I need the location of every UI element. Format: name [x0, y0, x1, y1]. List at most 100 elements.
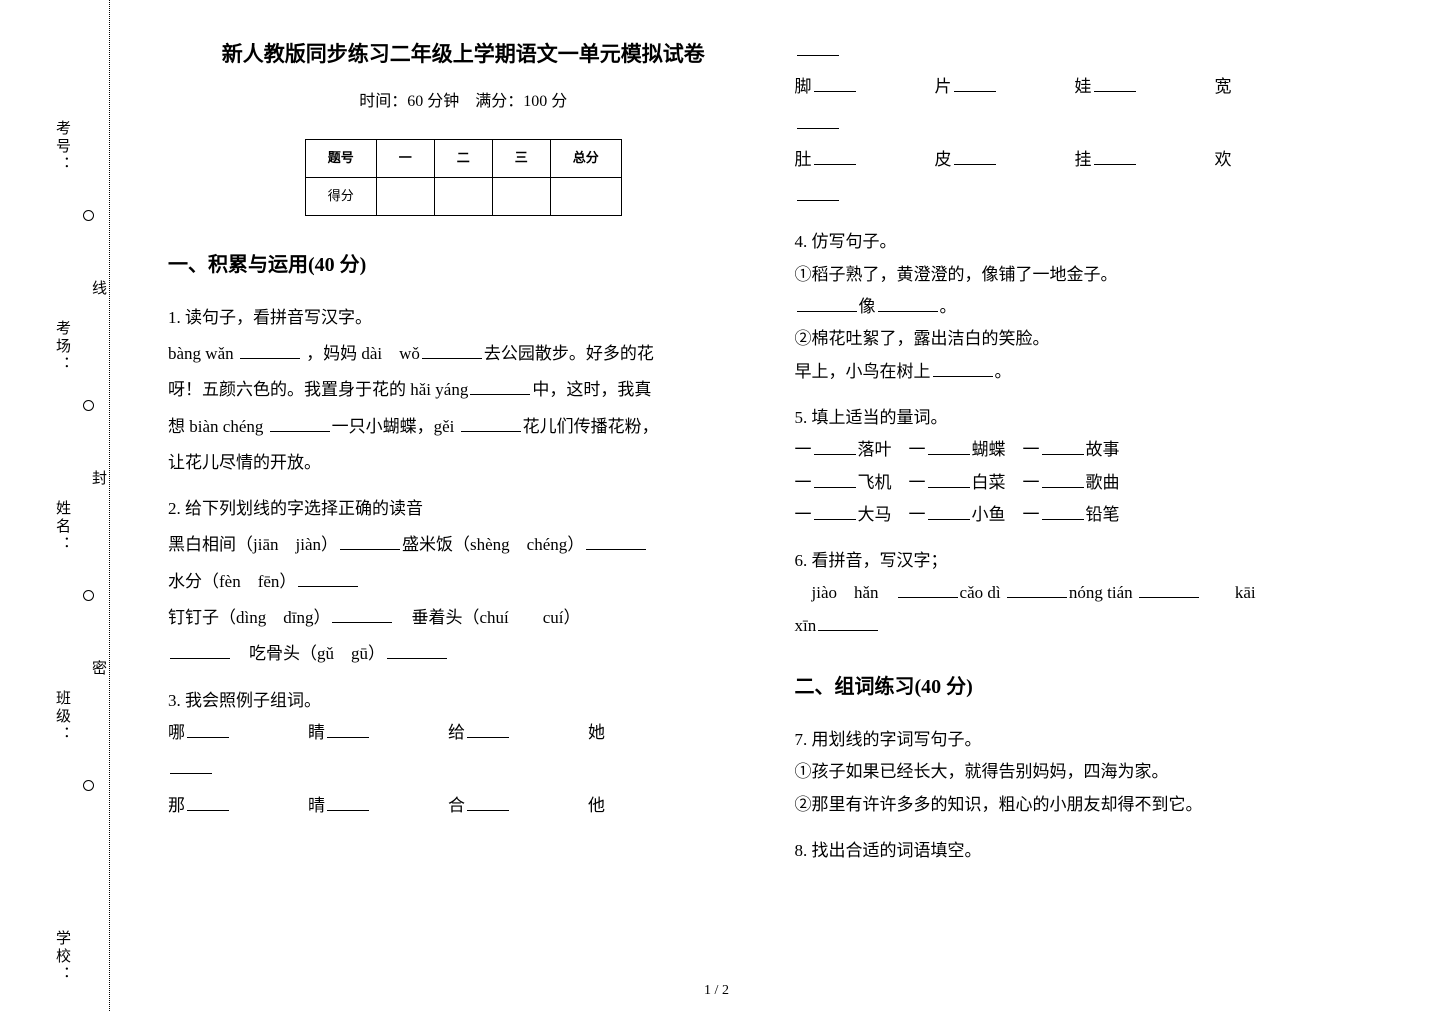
blank [797, 110, 839, 129]
blank [170, 641, 230, 660]
blank [332, 604, 392, 623]
blank [1139, 580, 1199, 599]
question-4: 4. 仿写句子。 ①稻子熟了，黄澄澄的，像铺了一地金子。 像。 ②棉花吐絮了，露… [795, 226, 1386, 387]
q-num: 5. 填上适当的量词。 [795, 402, 1386, 434]
question-1: 1. 读句子，看拼音写汉字。 bàng wǎn ，妈妈 dài wǒ去公园散步。… [168, 302, 759, 479]
blank [928, 437, 970, 456]
q-num: 6. 看拼音，写汉字； [795, 545, 1386, 577]
margin-circle [83, 780, 94, 791]
th: 一 [376, 140, 434, 178]
q-line: jiào hǎn cǎo dì nóng tián kāi [795, 577, 1386, 609]
content-area: 新人教版同步练习二年级上学期语文一单元模拟试卷 时间：60 分钟 满分：100 … [110, 0, 1433, 1011]
margin-label: 班级： [52, 690, 73, 744]
blank [1042, 469, 1084, 488]
blank [933, 358, 993, 377]
question-2: 2. 给下列划线的字选择正确的读音 黑白相间（jiān jiàn）盛米饭（shè… [168, 493, 759, 670]
th: 总分 [550, 140, 621, 178]
blank [340, 532, 400, 551]
td [550, 177, 621, 215]
blank [818, 612, 878, 631]
char-row: 脚 片 娃 宽 [795, 71, 1355, 103]
blank [422, 340, 482, 359]
margin-dash: 线 [88, 280, 109, 299]
td [492, 177, 550, 215]
question-5: 5. 填上适当的量词。 一落叶 一蝴蝶 一故事 一飞机 一白菜 一歌曲 一大马 … [795, 402, 1386, 531]
question-3-cont: 脚 片 娃 宽 肚 皮 挂 欢 [795, 35, 1386, 212]
section-heading: 一、积累与运用(40 分) [168, 246, 759, 284]
blank [814, 437, 856, 456]
blank [270, 413, 330, 432]
blank [928, 469, 970, 488]
q-line: bàng wǎn ，妈妈 dài wǒ去公园散步。好多的花 [168, 338, 759, 370]
char-row [795, 180, 1355, 212]
binding-margin: 考号： 线 考场： 封 姓名： 密 班级： 学校： [0, 0, 110, 1011]
blank [814, 469, 856, 488]
q-line: ②棉花吐絮了，露出洁白的笑脸。 [795, 323, 1386, 355]
q-line: 一落叶 一蝴蝶 一故事 [795, 434, 1386, 466]
char-row: 哪 睛 给 她 [168, 717, 728, 749]
q-num: 2. 给下列划线的字选择正确的读音 [168, 493, 759, 525]
score-table: 题号 一 二 三 总分 得分 [305, 139, 622, 215]
margin-dash: 封 [88, 470, 109, 489]
blank [467, 719, 509, 738]
blank [327, 792, 369, 811]
td [434, 177, 492, 215]
margin-circle [83, 590, 94, 601]
q-line: 让花儿尽情的开放。 [168, 447, 759, 479]
blank [467, 792, 509, 811]
margin-circle [83, 210, 94, 221]
char-row [168, 753, 728, 785]
blank [928, 501, 970, 520]
q-num: 7. 用划线的字词写句子。 [795, 724, 1386, 756]
blank [814, 501, 856, 520]
blank [797, 37, 839, 56]
margin-label: 考号： [52, 120, 73, 174]
char-row [795, 108, 1355, 140]
q-line: 一飞机 一白菜 一歌曲 [795, 467, 1386, 499]
page: 考号： 线 考场： 封 姓名： 密 班级： 学校： 新人教版同步练习二年级上学期… [0, 0, 1433, 1011]
table-row: 题号 一 二 三 总分 [305, 140, 621, 178]
blank [878, 293, 938, 312]
blank [1007, 580, 1067, 599]
question-7: 7. 用划线的字词写句子。 ①孩子如果已经长大，就得告别妈妈，四海为家。 ②那里… [795, 724, 1386, 821]
page-number: 1 / 2 [704, 983, 729, 999]
char-row [795, 35, 1355, 67]
section-heading: 二、组词练习(40 分) [795, 668, 1386, 706]
margin-label: 姓名： [52, 500, 73, 554]
margin-dash: 密 [88, 660, 109, 679]
q-line: 钉钉子（dìng dīng） 垂着头（chuí cuí） [168, 602, 759, 634]
blank [1094, 74, 1136, 93]
question-8: 8. 找出合适的词语填空。 [795, 835, 1386, 867]
blank [170, 756, 212, 775]
blank [797, 293, 857, 312]
q-line: 水分（fèn fēn） [168, 566, 759, 598]
exam-title: 新人教版同步练习二年级上学期语文一单元模拟试卷 [168, 35, 759, 75]
q-num: 1. 读句子，看拼音写汉字。 [168, 302, 759, 334]
blank [461, 413, 521, 432]
blank [814, 74, 856, 93]
char-row: 那 晴 合 他 [168, 790, 728, 822]
blank [387, 641, 447, 660]
blank [470, 377, 530, 396]
margin-label: 考场： [52, 320, 73, 374]
q-line: xīn [795, 610, 1386, 642]
th: 三 [492, 140, 550, 178]
th: 题号 [305, 140, 376, 178]
blank [898, 580, 958, 599]
td: 得分 [305, 177, 376, 215]
question-3: 3. 我会照例子组词。 哪 睛 给 她 那 晴 合 他 [168, 685, 759, 822]
blank [187, 719, 229, 738]
q-line: 像。 [795, 291, 1386, 323]
q-num: 4. 仿写句子。 [795, 226, 1386, 258]
blank [298, 568, 358, 587]
q-line: 呀！五颜六色的。我置身于花的 hǎi yáng中，这时，我真 [168, 374, 759, 406]
q-line: 早上，小鸟在树上。 [795, 356, 1386, 388]
margin-label: 学校： [52, 930, 73, 984]
blank [240, 340, 300, 359]
q-num: 3. 我会照例子组词。 [168, 685, 759, 717]
blank [1042, 437, 1084, 456]
blank [954, 74, 996, 93]
q-line: 一大马 一小鱼 一铅笔 [795, 499, 1386, 531]
blank [814, 146, 856, 165]
q-line: 黑白相间（jiān jiàn）盛米饭（shèng chéng） [168, 529, 759, 561]
